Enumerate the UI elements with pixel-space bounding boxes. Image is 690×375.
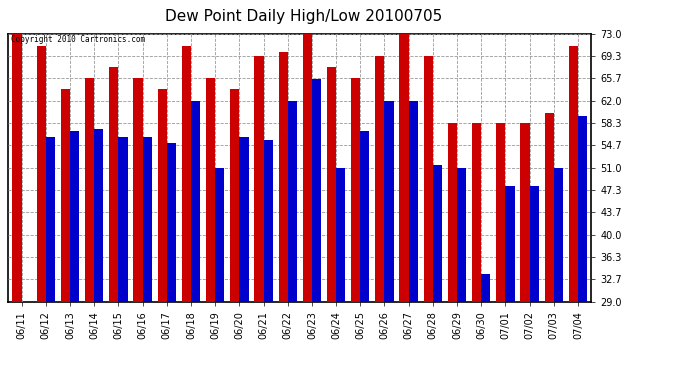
Bar — [239, 137, 248, 302]
Bar — [424, 56, 433, 302]
Bar — [530, 186, 539, 302]
Bar — [12, 34, 21, 302]
Bar — [94, 129, 104, 302]
Bar — [46, 137, 55, 302]
Bar — [37, 46, 46, 302]
Bar — [119, 137, 128, 302]
Bar — [255, 56, 264, 302]
Bar — [433, 165, 442, 302]
Bar — [336, 168, 345, 302]
Bar — [481, 274, 491, 302]
Bar — [191, 101, 200, 302]
Bar — [472, 123, 481, 302]
Bar — [360, 131, 369, 302]
Bar — [554, 168, 563, 302]
Bar — [496, 123, 506, 302]
Bar — [206, 78, 215, 302]
Bar — [264, 140, 273, 302]
Bar — [181, 46, 191, 302]
Bar — [133, 78, 143, 302]
Bar — [400, 34, 408, 302]
Bar — [327, 67, 336, 302]
Bar — [215, 168, 224, 302]
Bar — [312, 80, 321, 302]
Bar — [143, 137, 152, 302]
Bar — [167, 144, 176, 302]
Text: Copyright 2010 Cartronics.com: Copyright 2010 Cartronics.com — [11, 35, 146, 44]
Bar — [288, 101, 297, 302]
Bar — [578, 116, 587, 302]
Bar — [448, 123, 457, 302]
Bar — [109, 67, 119, 302]
Bar — [408, 101, 418, 302]
Bar — [70, 131, 79, 302]
Bar — [61, 88, 70, 302]
Bar — [375, 56, 384, 302]
Text: Dew Point Daily High/Low 20100705: Dew Point Daily High/Low 20100705 — [165, 9, 442, 24]
Bar — [85, 78, 94, 302]
Bar — [157, 88, 167, 302]
Bar — [544, 113, 554, 302]
Bar — [384, 101, 394, 302]
Bar — [351, 78, 360, 302]
Bar — [506, 186, 515, 302]
Bar — [457, 168, 466, 302]
Bar — [303, 34, 312, 302]
Bar — [520, 123, 530, 302]
Bar — [279, 52, 288, 302]
Bar — [569, 46, 578, 302]
Bar — [230, 88, 239, 302]
